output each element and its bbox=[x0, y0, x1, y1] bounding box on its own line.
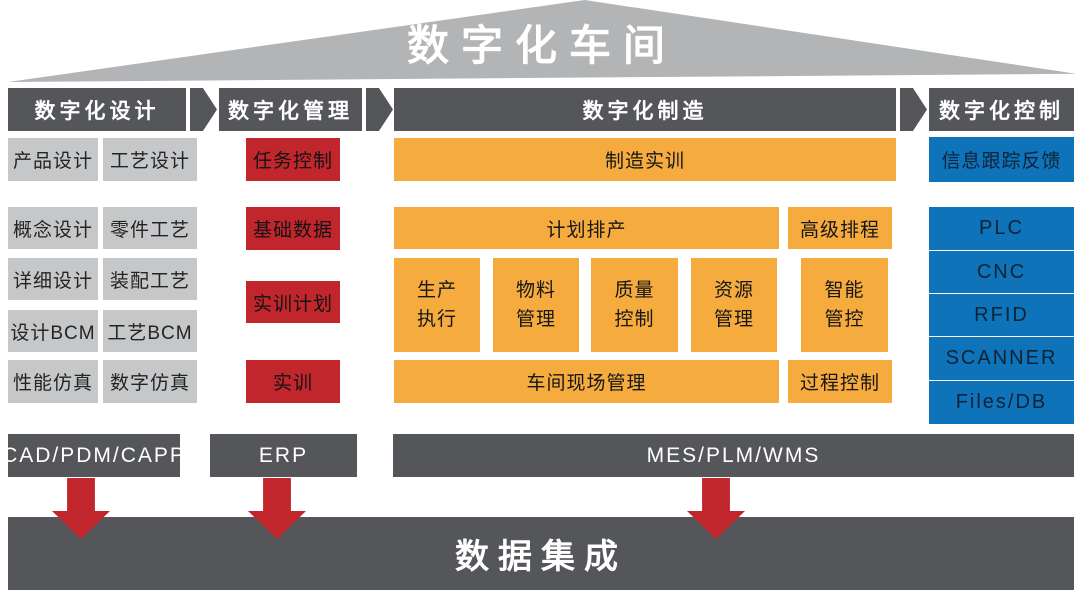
control-device-cell: CNC bbox=[929, 251, 1074, 293]
manufacturing-advanced-scheduling: 高级排程 bbox=[788, 207, 892, 249]
manufacturing-floor-bar: 车间现场管理 bbox=[394, 360, 779, 403]
system-bar-erp: ERP bbox=[210, 434, 357, 477]
manufacturing-process-control: 过程控制 bbox=[788, 360, 892, 403]
header-digital-control: 数字化控制 bbox=[929, 88, 1074, 131]
design-cell: 零件工艺 bbox=[103, 207, 197, 249]
header-digital-management: 数字化管理 bbox=[219, 88, 362, 131]
design-cell: 详细设计 bbox=[8, 258, 98, 300]
management-cell: 任务控制 bbox=[246, 138, 340, 181]
management-cell: 基础数据 bbox=[246, 207, 340, 250]
header-digital-manufacturing: 数字化制造 bbox=[394, 88, 896, 131]
system-bar-mes-plm-wms: MES/PLM/WMS bbox=[393, 434, 1074, 477]
control-device-cell: Files/DB bbox=[929, 381, 1074, 424]
design-cell: 工艺设计 bbox=[103, 138, 197, 181]
chevron-right-icon bbox=[900, 88, 927, 131]
design-cell: 性能仿真 bbox=[8, 360, 98, 403]
control-device-cell: SCANNER bbox=[929, 337, 1074, 380]
data-integration-bar: 数据集成 bbox=[8, 517, 1074, 590]
management-cell: 实训 bbox=[246, 360, 340, 403]
design-cell: 产品设计 bbox=[8, 138, 98, 181]
management-cell: 实训计划 bbox=[246, 281, 340, 323]
design-cell: 设计BCM bbox=[8, 310, 98, 352]
design-cell: 概念设计 bbox=[8, 207, 98, 249]
chevron-right-icon bbox=[190, 88, 217, 131]
header-digital-design: 数字化设计 bbox=[8, 88, 186, 131]
manufacturing-unit: 资源 管理 bbox=[691, 258, 777, 352]
manufacturing-planning-bar: 计划排产 bbox=[394, 207, 779, 249]
manufacturing-training-bar: 制造实训 bbox=[394, 138, 896, 181]
manufacturing-unit: 质量 控制 bbox=[591, 258, 678, 352]
system-bar-cad-pdm-capp: CAD/PDM/CAPP bbox=[2, 434, 184, 477]
chevron-right-icon bbox=[366, 88, 393, 131]
manufacturing-unit: 物料 管理 bbox=[493, 258, 579, 352]
control-device-cell: RFID bbox=[929, 294, 1074, 336]
design-cell: 工艺BCM bbox=[103, 310, 197, 352]
data-integration-label: 数据集成 bbox=[455, 538, 627, 576]
control-device-cell: PLC bbox=[929, 207, 1074, 250]
control-feedback-cell: 信息跟踪反馈 bbox=[929, 137, 1074, 182]
diagram-title: 数字化车间 bbox=[406, 22, 677, 69]
design-cell: 装配工艺 bbox=[103, 258, 197, 300]
manufacturing-unit: 智能 管控 bbox=[801, 258, 888, 352]
design-cell: 数字仿真 bbox=[103, 360, 197, 403]
manufacturing-unit: 生产 执行 bbox=[394, 258, 480, 352]
